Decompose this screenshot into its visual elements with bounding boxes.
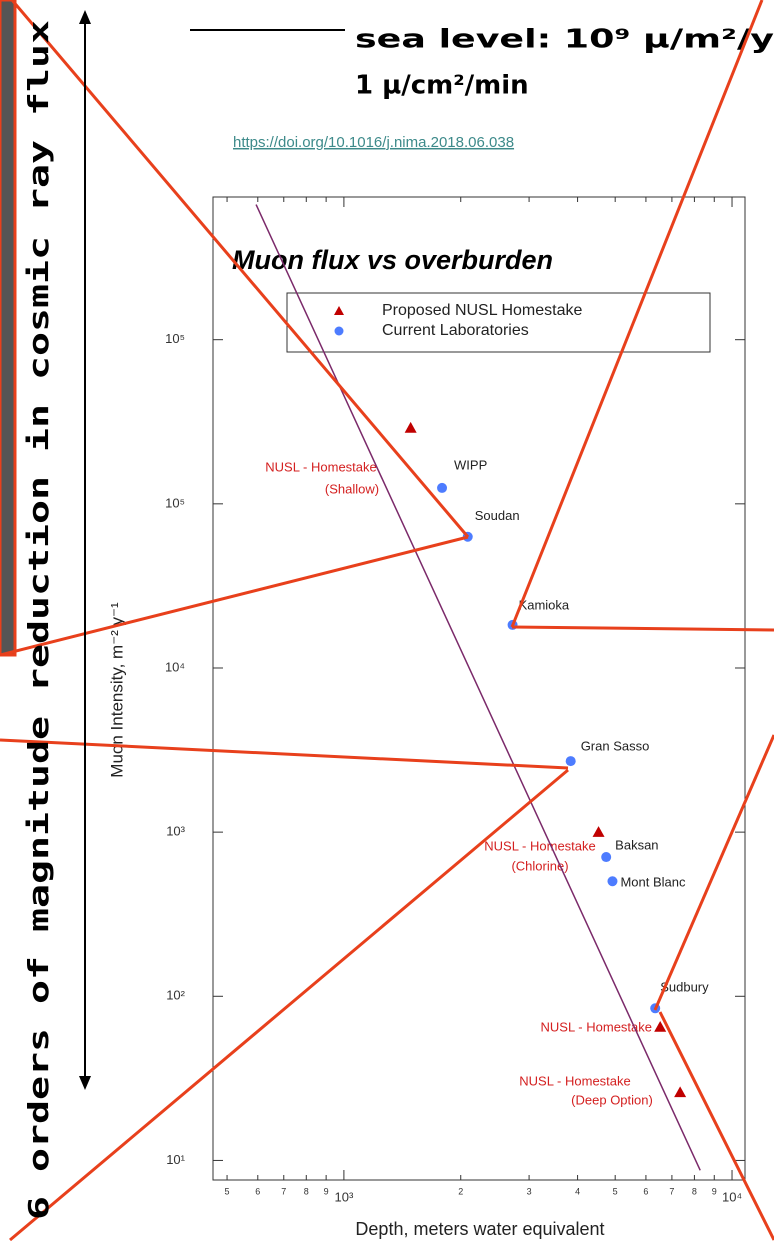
- point-label: NUSL - Homestake: [265, 459, 377, 474]
- x-tick-label: 10⁴: [722, 1189, 742, 1204]
- x-tick-label: 6: [643, 1186, 648, 1196]
- x-tick-label: 8: [304, 1186, 309, 1196]
- x-tick-label: 7: [281, 1186, 286, 1196]
- y-tick-label: 10⁵: [165, 331, 185, 346]
- pointer: [655, 735, 774, 1010]
- rate: 1 µ/cm²/min: [355, 71, 529, 101]
- point-label: NUSL - Homestake: [484, 838, 596, 853]
- legend-marker: [335, 327, 344, 336]
- point-label: (Deep Option): [571, 1092, 653, 1107]
- chart-title: Muon flux vs overburden: [232, 245, 553, 275]
- point-label: NUSL - Homestake: [541, 1019, 653, 1034]
- x-tick-label: 2: [458, 1186, 463, 1196]
- x-tick-label: 3: [527, 1186, 532, 1196]
- x-tick-label: 8: [692, 1186, 697, 1196]
- point: [437, 483, 447, 493]
- point-label: Gran Sasso: [581, 739, 650, 754]
- slide: sea level: 10⁹ µ/m²/y 1 µ/cm²/min https:…: [0, 0, 774, 1250]
- photo: [0, 0, 15, 655]
- point-label: NUSL - Homestake: [519, 1073, 631, 1088]
- x-tick-label: 5: [613, 1186, 618, 1196]
- point-label: Kamioka: [519, 597, 570, 612]
- pointer: [660, 1012, 774, 1240]
- point-label: Mont Blanc: [620, 875, 686, 890]
- point: [405, 422, 417, 433]
- point: [674, 1086, 686, 1097]
- legend-label: Current Laboratories: [382, 322, 529, 339]
- y-tick-label: 10⁴: [165, 659, 185, 674]
- pointer: [512, 627, 774, 630]
- legend-label: Proposed NUSL Homestake: [382, 302, 582, 319]
- point-label: WIPP: [454, 457, 487, 472]
- doi-link[interactable]: https://doi.org/10.1016/j.nima.2018.06.0…: [233, 134, 514, 151]
- point: [601, 852, 611, 862]
- x-tick-label: 10³: [334, 1189, 353, 1204]
- x-tick-label: 4: [575, 1186, 580, 1196]
- x-tick-label: 5: [225, 1186, 230, 1196]
- pointer: [0, 537, 468, 655]
- point-label: Baksan: [615, 837, 658, 852]
- point: [607, 876, 617, 886]
- plot: 5 6 7 8 9 10³ 2 3 4 5 6 7 8 9 10⁴ 10¹ 10² 10³ 10⁴ 10⁵ 10⁵ Muo…: [107, 197, 745, 1239]
- y-tick-label: 10³: [166, 824, 185, 839]
- x-tick-label: 6: [255, 1186, 260, 1196]
- range-arrow: [79, 10, 91, 1090]
- side-note: 6 orders of magnitude reduction in cosmi…: [22, 20, 55, 1220]
- x-tick-label: 9: [324, 1186, 329, 1196]
- y-tick-label: 10⁵: [165, 495, 185, 510]
- pointer: [10, 770, 568, 1240]
- x-tick-label: 9: [712, 1186, 717, 1196]
- point: [593, 826, 605, 837]
- point-label: Soudan: [475, 508, 520, 523]
- x-tick-label: 7: [669, 1186, 674, 1196]
- x-axis-label: Depth, meters water equivalent: [355, 1219, 604, 1239]
- y-tick-label: 10²: [166, 988, 185, 1003]
- point-label: (Shallow): [325, 481, 379, 496]
- y-tick-label: 10¹: [166, 1152, 185, 1167]
- point: [566, 756, 576, 766]
- sea-level: sea level: 10⁹ µ/m²/y: [355, 25, 774, 55]
